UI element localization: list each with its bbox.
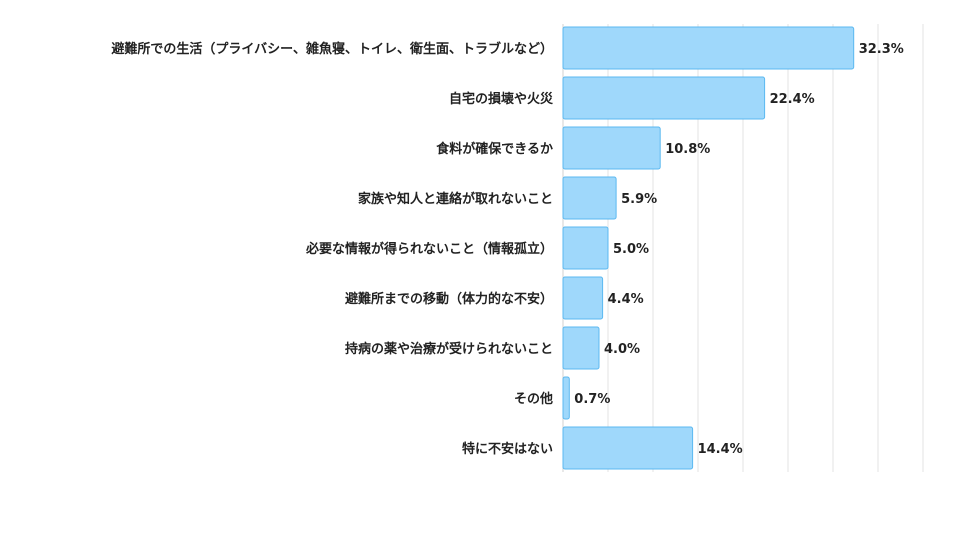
bar: [562, 426, 694, 470]
bar: [562, 26, 855, 70]
category-labels: 避難所での生活（プライバシー、雑魚寝、トイレ、衛生面、トラブルなど） 自宅の損壊や…: [111, 41, 554, 457]
category-label: 必要な情報が得られないこと（情報孤立）: [305, 241, 553, 257]
data-label: 5.9%: [621, 192, 657, 207]
bar: [562, 326, 600, 370]
bar: [562, 76, 766, 120]
category-label: 持病の薬や治療が受けられないこと: [345, 341, 553, 357]
value-labels: 32.3% 22.4% 10.8% 5.9% 5.0% 4.4% 4.0% 0.7% 14.4%: [574, 42, 904, 457]
data-label: 32.3%: [859, 42, 904, 57]
data-label: 10.8%: [665, 142, 710, 157]
category-label: 自宅の損壊や火災: [449, 91, 554, 107]
bar: [562, 126, 661, 170]
data-label: 0.7%: [574, 392, 610, 407]
category-label: その他: [514, 391, 553, 407]
bars: [562, 26, 855, 470]
data-label: 14.4%: [698, 442, 743, 457]
bar: [562, 226, 609, 270]
data-label: 5.0%: [613, 242, 649, 257]
bar: [562, 276, 604, 320]
data-label: 4.4%: [608, 292, 644, 307]
data-label: 4.0%: [604, 342, 640, 357]
bar: [562, 176, 617, 220]
category-label: 特に不安はない: [462, 441, 553, 457]
category-label: 食料が確保できるか: [436, 141, 553, 157]
data-label: 22.4%: [770, 92, 815, 107]
bar: [562, 376, 570, 420]
category-label: 避難所での生活（プライバシー、雑魚寝、トイレ、衛生面、トラブルなど）: [111, 41, 553, 57]
category-label: 家族や知人と連絡が取れないこと: [358, 191, 553, 207]
category-label: 避難所までの移動（体力的な不安）: [345, 291, 553, 307]
